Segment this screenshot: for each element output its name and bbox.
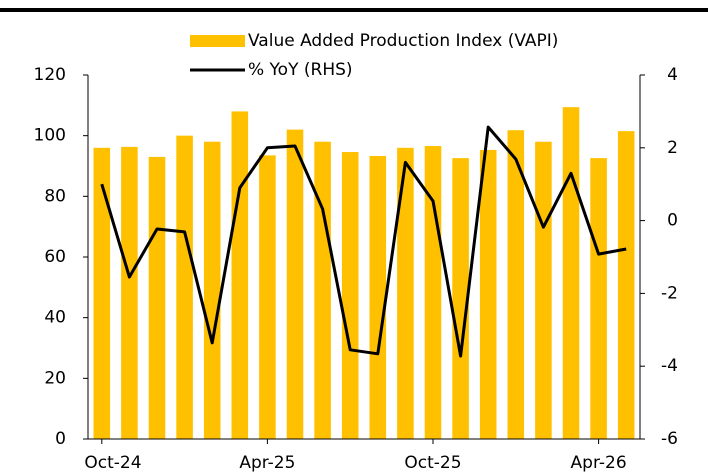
bar (121, 146, 138, 439)
y2-tick-label: -6 (661, 429, 678, 449)
x-tick-label: Apr-26 (571, 453, 627, 473)
bar (148, 156, 166, 439)
top-rule (0, 8, 708, 12)
line (100, 125, 627, 358)
bar (203, 141, 221, 439)
bar (562, 107, 580, 440)
y-tick-label: 60 (44, 247, 66, 267)
bar (341, 152, 359, 439)
bar (397, 147, 414, 440)
bar (479, 149, 497, 439)
bar (617, 131, 635, 439)
x-tick-label: Oct-25 (404, 453, 461, 473)
bar (176, 135, 193, 439)
bar (259, 155, 276, 439)
x-tick-label: Apr-25 (239, 453, 295, 473)
y2-tick-label: 4 (667, 65, 678, 85)
bar (93, 147, 111, 440)
bar (369, 155, 387, 440)
legend-label: Value Added Production Index (VAPI) (248, 31, 558, 51)
bar (286, 129, 304, 439)
y-tick-label: 120 (34, 65, 66, 85)
bar (535, 141, 552, 439)
y-tick-label: 20 (44, 368, 66, 388)
legend-swatch (190, 35, 245, 47)
x-tick-label: Oct-24 (84, 453, 141, 473)
y-tick-label: 0 (55, 429, 66, 449)
y2-tick-label: -4 (661, 356, 678, 376)
bar (314, 141, 331, 439)
bar (424, 145, 442, 440)
y2-tick-label: 2 (667, 138, 678, 158)
bar (507, 130, 525, 439)
y2-tick-label: -2 (661, 283, 678, 303)
y2-tick-label: 0 (667, 211, 678, 231)
bar (231, 111, 249, 440)
bar (452, 158, 469, 439)
y-tick-label: 40 (44, 308, 66, 328)
bar (590, 158, 607, 439)
y-tick-label: 80 (44, 186, 66, 206)
legend-label: % YoY (RHS) (248, 60, 353, 80)
y-tick-label: 100 (34, 126, 66, 146)
